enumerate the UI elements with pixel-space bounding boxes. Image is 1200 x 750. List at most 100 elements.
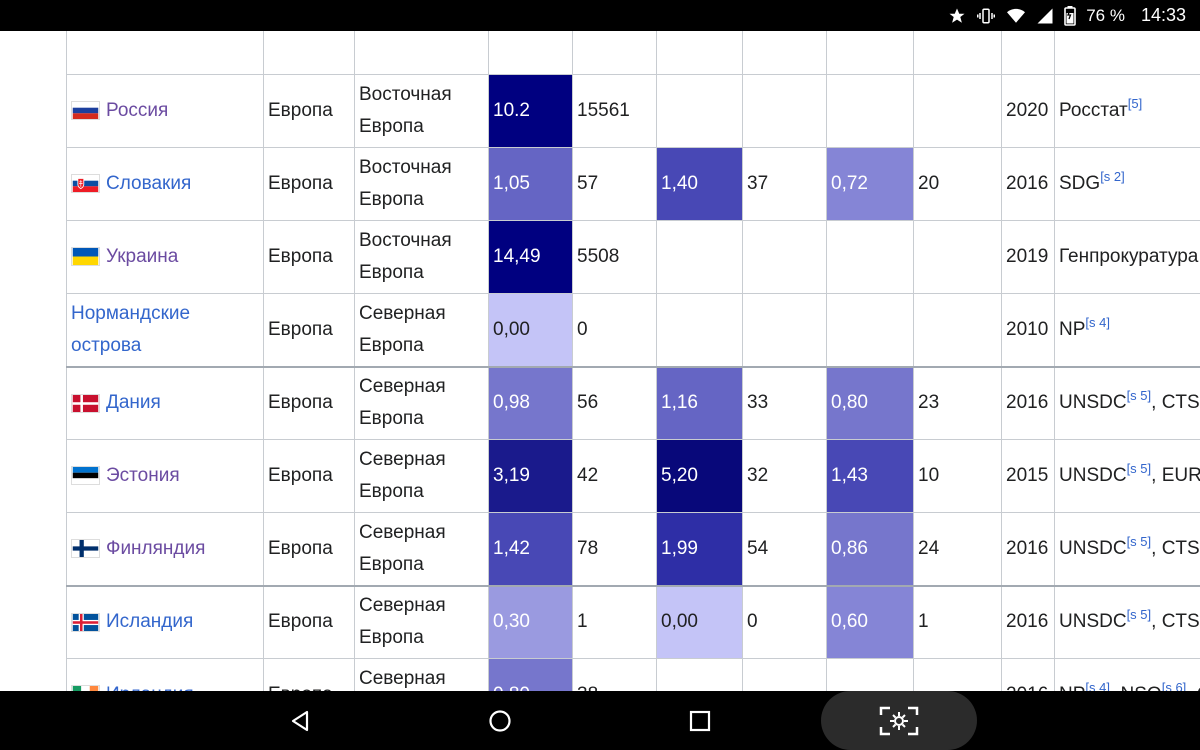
rate-cell	[656, 220, 743, 294]
subregion-cell: Восточная Европа	[354, 147, 489, 221]
rate-cell: 10.2	[488, 74, 573, 148]
count-cell: 0	[742, 584, 827, 659]
country-link[interactable]: Украина	[106, 246, 179, 267]
year-cell: 2019	[1001, 220, 1055, 294]
reference-link[interactable]: [s 4]	[1085, 680, 1110, 691]
rate-cell	[826, 658, 914, 691]
rate-cell: 0,86	[826, 512, 914, 586]
country-link[interactable]: Россия	[106, 100, 169, 121]
battery-icon	[1064, 5, 1077, 26]
year-cell: 2020	[1001, 74, 1055, 148]
back-icon	[291, 710, 309, 731]
country-cell[interactable]: Эстония	[66, 439, 264, 513]
region-cell: Европа	[263, 512, 355, 586]
back-button[interactable]	[280, 691, 320, 750]
count-cell: 33	[742, 365, 827, 440]
count-cell	[742, 31, 827, 75]
screenshot-capture-button[interactable]	[821, 691, 977, 750]
table-row: Дания Европа Северная Европа 0,98 56 1,16 33 0,…	[66, 365, 1200, 440]
rate-cell: 0,30	[488, 584, 573, 659]
source-cell: Генпрокуратура Украины[6]	[1054, 220, 1200, 294]
home-icon	[489, 709, 511, 732]
country-cell[interactable]: Исландия	[66, 584, 264, 659]
rate-cell: 5,20	[656, 439, 743, 513]
country-link[interactable]: Эстония	[106, 465, 180, 486]
reference-link[interactable]: [s 2]	[1100, 169, 1125, 184]
reference-link[interactable]: [s 5]	[1126, 461, 1152, 476]
rate-cell: 0,72	[826, 147, 914, 221]
reference-link[interactable]: [s 4]	[1085, 314, 1110, 330]
count-cell: 24	[913, 512, 1002, 586]
region-cell: Европа	[263, 439, 355, 513]
count-cell: 1	[913, 584, 1002, 659]
rate-cell: 1,42	[488, 512, 573, 586]
country-link[interactable]: Нормандские острова	[71, 302, 191, 356]
rate-cell: 0,60	[826, 584, 914, 659]
rate-cell: 1,99	[656, 512, 743, 586]
rate-cell	[826, 74, 914, 148]
rate-cell: 0,98	[488, 365, 573, 440]
country-link[interactable]: Финляндия	[106, 537, 206, 559]
subregion-cell: Восточная Европа	[354, 220, 489, 294]
count-cell: 42	[572, 439, 657, 513]
navigation-bar	[0, 691, 1200, 750]
count-cell	[742, 658, 827, 691]
count-cell	[913, 658, 1002, 691]
count-cell	[913, 220, 1002, 294]
count-cell	[913, 31, 1002, 75]
year-cell: 2016	[1001, 365, 1055, 440]
country-cell[interactable]: Россия	[66, 74, 264, 148]
signal-icon	[1036, 7, 1054, 25]
clock: 14:33	[1140, 5, 1186, 25]
table-row: Россия Европа Восточная Европа 10.2 15561 202…	[66, 74, 1200, 148]
capture-icon	[879, 706, 919, 735]
region-cell: Европа	[263, 220, 355, 294]
count-cell	[913, 293, 1002, 367]
country-link[interactable]: Ирландия	[106, 684, 194, 691]
table-row: Украина Европа Восточная Европа 14,49 5508 20…	[66, 220, 1200, 294]
reference-link[interactable]: [s 5]	[1126, 607, 1152, 623]
reference-link[interactable]: [s 6]	[1161, 680, 1187, 691]
source-cell: UNSDC[s 5], EUR[s 28], CTS[s 1]	[1054, 439, 1200, 513]
rate-cell: 0,80	[488, 658, 573, 691]
table-row: Словакия Европа Восточная Европа 1,05 57 1,40…	[66, 147, 1200, 221]
table-row	[66, 31, 1200, 75]
country-cell[interactable]: Украина	[66, 220, 264, 294]
recents-icon	[689, 710, 711, 731]
country-cell[interactable]: Дания	[66, 365, 264, 440]
country-cell[interactable]: Финляндия	[66, 512, 264, 586]
country-cell[interactable]	[66, 31, 264, 75]
count-cell: 57	[572, 147, 657, 221]
country-cell[interactable]: Нормандские острова	[66, 293, 264, 367]
year-cell: 2015	[1001, 439, 1055, 513]
page-content[interactable]: Россия Европа Восточная Европа 10.2 15561 202…	[0, 31, 1200, 691]
rate-cell: 1,05	[488, 147, 573, 221]
star-icon	[948, 7, 966, 25]
country-cell[interactable]: Ирландия	[66, 658, 264, 691]
rate-cell	[826, 31, 914, 75]
rate-cell	[656, 658, 743, 691]
count-cell	[913, 74, 1002, 148]
country-cell[interactable]: Словакия	[66, 147, 264, 221]
count-cell	[742, 293, 827, 367]
region-cell: Европа	[263, 658, 355, 691]
rate-cell	[826, 220, 914, 294]
country-link[interactable]: Словакия	[106, 173, 192, 194]
country-link[interactable]: Дания	[106, 392, 161, 414]
subregion-cell: Северная Европа	[354, 293, 489, 367]
year-cell: 2016	[1001, 584, 1055, 659]
rate-cell: 1,43	[826, 439, 914, 513]
reference-link[interactable]: [s 5]	[1126, 388, 1152, 404]
vibrate-icon	[976, 7, 996, 25]
rate-cell: 0,80	[826, 365, 914, 440]
count-cell: 15561	[572, 74, 657, 148]
count-cell: 1	[572, 584, 657, 659]
subregion-cell: Северная Европа	[354, 584, 489, 659]
reference-link[interactable]: [s 5]	[1126, 533, 1152, 549]
count-cell: 78	[572, 512, 657, 586]
country-link[interactable]: Исландия	[106, 611, 194, 633]
reference-link[interactable]: [5]	[1127, 96, 1143, 111]
home-button[interactable]	[480, 691, 520, 750]
recents-button[interactable]	[680, 691, 720, 750]
